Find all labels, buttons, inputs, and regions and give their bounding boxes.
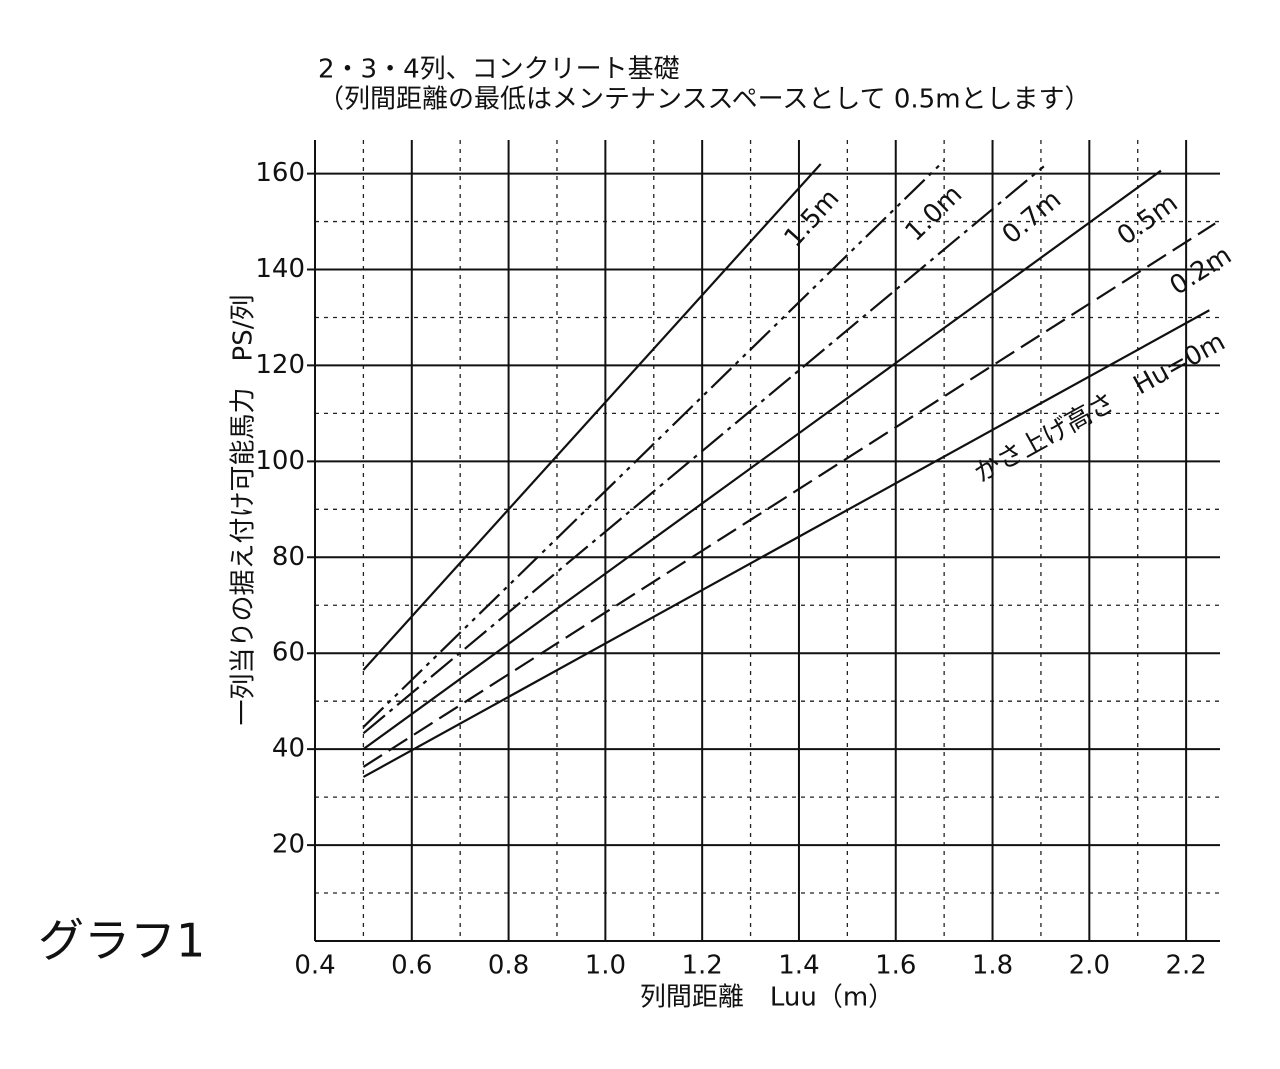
x-tick-label: 2.0 xyxy=(1069,951,1110,981)
y-tick-label: 60 xyxy=(272,638,305,668)
line-label: 1.5m xyxy=(779,184,846,254)
line-label: 0.7m xyxy=(997,184,1067,250)
line-label: かさ上げ高さ Hu=0m xyxy=(969,327,1230,489)
series-line xyxy=(362,165,1045,735)
y-axis-label: 一列当りの据え付け可能馬力 PS/列 xyxy=(229,295,259,726)
y-tick-label: 160 xyxy=(255,158,305,188)
x-tick-label: 1.2 xyxy=(681,951,722,981)
series-line xyxy=(362,169,1162,751)
y-tick-label: 140 xyxy=(255,254,305,284)
y-tick-label: 100 xyxy=(255,446,305,476)
y-tick-label: 40 xyxy=(272,734,305,764)
x-tick-label: 1.4 xyxy=(778,951,819,981)
y-tick-label: 120 xyxy=(255,350,305,380)
series-line xyxy=(362,159,945,728)
x-tick-label: 0.8 xyxy=(488,951,529,981)
series-line xyxy=(362,309,1210,778)
x-tick-label: 1.8 xyxy=(972,951,1013,981)
x-tick-label: 1.6 xyxy=(875,951,916,981)
x-tick-label: 1.0 xyxy=(585,951,626,981)
x-axis-label: 列間距離 Luu（m） xyxy=(640,983,894,1013)
chart-subtitle: （列間距離の最低はメンテナンススペースとして 0.5mとします） xyxy=(318,85,1091,115)
y-tick-label: 20 xyxy=(272,830,305,860)
chart-title: 2・3・4列、コンクリート基礎 xyxy=(318,55,680,85)
graph-label: グラフ1 xyxy=(38,914,205,968)
series-line xyxy=(362,222,1216,768)
x-tick-label: 2.2 xyxy=(1165,951,1206,981)
y-tick-label: 80 xyxy=(272,542,305,572)
x-tick-label: 0.6 xyxy=(391,951,432,981)
x-tick-label: 0.4 xyxy=(294,951,335,981)
series-line xyxy=(362,163,822,671)
